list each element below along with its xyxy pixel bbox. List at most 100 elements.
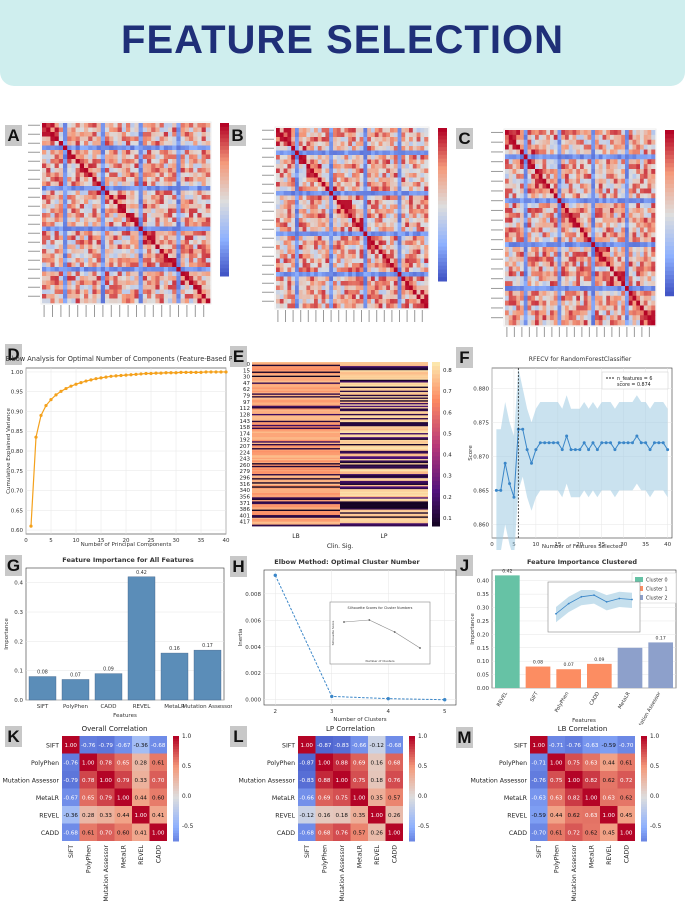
heatmap-cell (193, 163, 198, 169)
heatmap-cell (197, 204, 202, 209)
heatmap-cell (595, 295, 600, 301)
heatmap-cell (355, 249, 360, 255)
heatmap-cell (333, 146, 338, 151)
heatmap-cell (180, 132, 186, 137)
heatmap-cell (416, 254, 421, 259)
heatmap-cell (568, 261, 573, 267)
heatmap-cell (96, 208, 102, 214)
heatmap-cell (516, 310, 521, 316)
heatmap-cell (352, 276, 357, 282)
heatmap-cell (651, 203, 656, 209)
heatmap-cell (142, 244, 148, 250)
heatmap-cell (576, 178, 581, 184)
heatmap-cell (142, 132, 148, 137)
heatmap-cell (355, 204, 360, 210)
colorbar-segment (220, 230, 229, 235)
heatmap-cell (96, 132, 102, 137)
heatmap-cell (283, 245, 288, 250)
heatmap-cell (295, 285, 300, 291)
heatmap-cell (531, 154, 536, 160)
heatmap-cell (134, 271, 139, 277)
heatmap-cell (610, 266, 615, 272)
heatmap-cell (628, 212, 633, 219)
heatmap-cell (298, 200, 303, 205)
heatmap-cell (367, 254, 372, 259)
heatmap-cell (291, 267, 296, 273)
heatmap-cell (359, 272, 364, 277)
heatmap-cell (390, 146, 395, 151)
heatmap-cell (283, 272, 288, 277)
heatmap-cell (117, 132, 123, 137)
heatmap-cell (606, 315, 611, 321)
heatmap-cell (189, 123, 194, 128)
heatmap-cell (317, 213, 322, 219)
heatmap-cell (610, 159, 615, 165)
colorbar-segment (438, 139, 447, 144)
heatmap-cell (535, 149, 540, 155)
heatmap-cell (197, 271, 202, 277)
heatmap-cell (386, 164, 391, 169)
heatmap-cell (420, 132, 425, 138)
heatmap-cell (359, 267, 364, 273)
heatmap-cell (126, 127, 131, 133)
heatmap-cell (67, 168, 72, 173)
heatmap-cell (527, 222, 532, 228)
colorbar-segment (220, 145, 229, 151)
heatmap-cell (46, 181, 51, 187)
heatmap-cell (610, 256, 615, 262)
heatmap-cell (561, 232, 566, 238)
heatmap-cell (100, 253, 106, 259)
heatmap-cell (572, 320, 577, 326)
heatmap-cell (46, 163, 51, 169)
heatmap-cell (553, 130, 558, 136)
heatmap-cell (121, 271, 127, 277)
heatmap-cell (516, 193, 521, 199)
heatmap-cell (168, 195, 173, 200)
heatmap-cell (130, 150, 135, 155)
heatmap-cell (651, 276, 656, 282)
heatmap-cell (71, 127, 76, 133)
heatmap-cell (393, 285, 398, 291)
heatmap-cell (557, 247, 562, 253)
heatmap-cell (92, 271, 97, 277)
heatmap-cell (412, 245, 417, 250)
heatmap-cell (126, 181, 131, 187)
heatmap-cell (621, 290, 626, 297)
heatmap-cell (113, 195, 118, 200)
heatmap-cell (67, 280, 72, 286)
heatmap-cell (542, 271, 547, 277)
heatmap-cell (58, 294, 64, 299)
heatmap-cell (298, 150, 303, 156)
heatmap-cell (159, 253, 165, 259)
heatmap-cell (336, 299, 341, 304)
heatmap-cell (176, 123, 181, 128)
heatmap-cell (516, 295, 521, 301)
heatmap-cell (310, 177, 315, 183)
heatmap-cell (640, 134, 645, 141)
heatmap-cell (602, 286, 607, 292)
heatmap-cell (363, 258, 368, 264)
heatmap-cell (613, 173, 618, 180)
heatmap-cell (546, 188, 551, 194)
heatmap-cell (651, 281, 656, 287)
heatmap-cell (168, 141, 173, 146)
heatmap-cell (336, 281, 341, 286)
heatmap-cell (295, 150, 300, 156)
heatmap-cell (67, 127, 72, 133)
heatmap-cell (647, 295, 652, 301)
heatmap-cell (340, 164, 345, 169)
heatmap-cell (333, 195, 338, 201)
heatmap-cell (557, 266, 562, 272)
heatmap-cell (180, 244, 186, 250)
heatmap-cell (401, 150, 406, 156)
heatmap-cell (651, 139, 656, 145)
heatmap-cell (121, 231, 127, 236)
heatmap-cell (512, 310, 517, 316)
heatmap-cell (621, 164, 626, 170)
heatmap-cell (598, 139, 603, 145)
heatmap-cell (508, 256, 513, 262)
heatmap-cell (606, 183, 611, 189)
heatmap-cell (640, 310, 645, 316)
heatmap-cell (355, 182, 360, 187)
heatmap-cell (50, 298, 55, 304)
